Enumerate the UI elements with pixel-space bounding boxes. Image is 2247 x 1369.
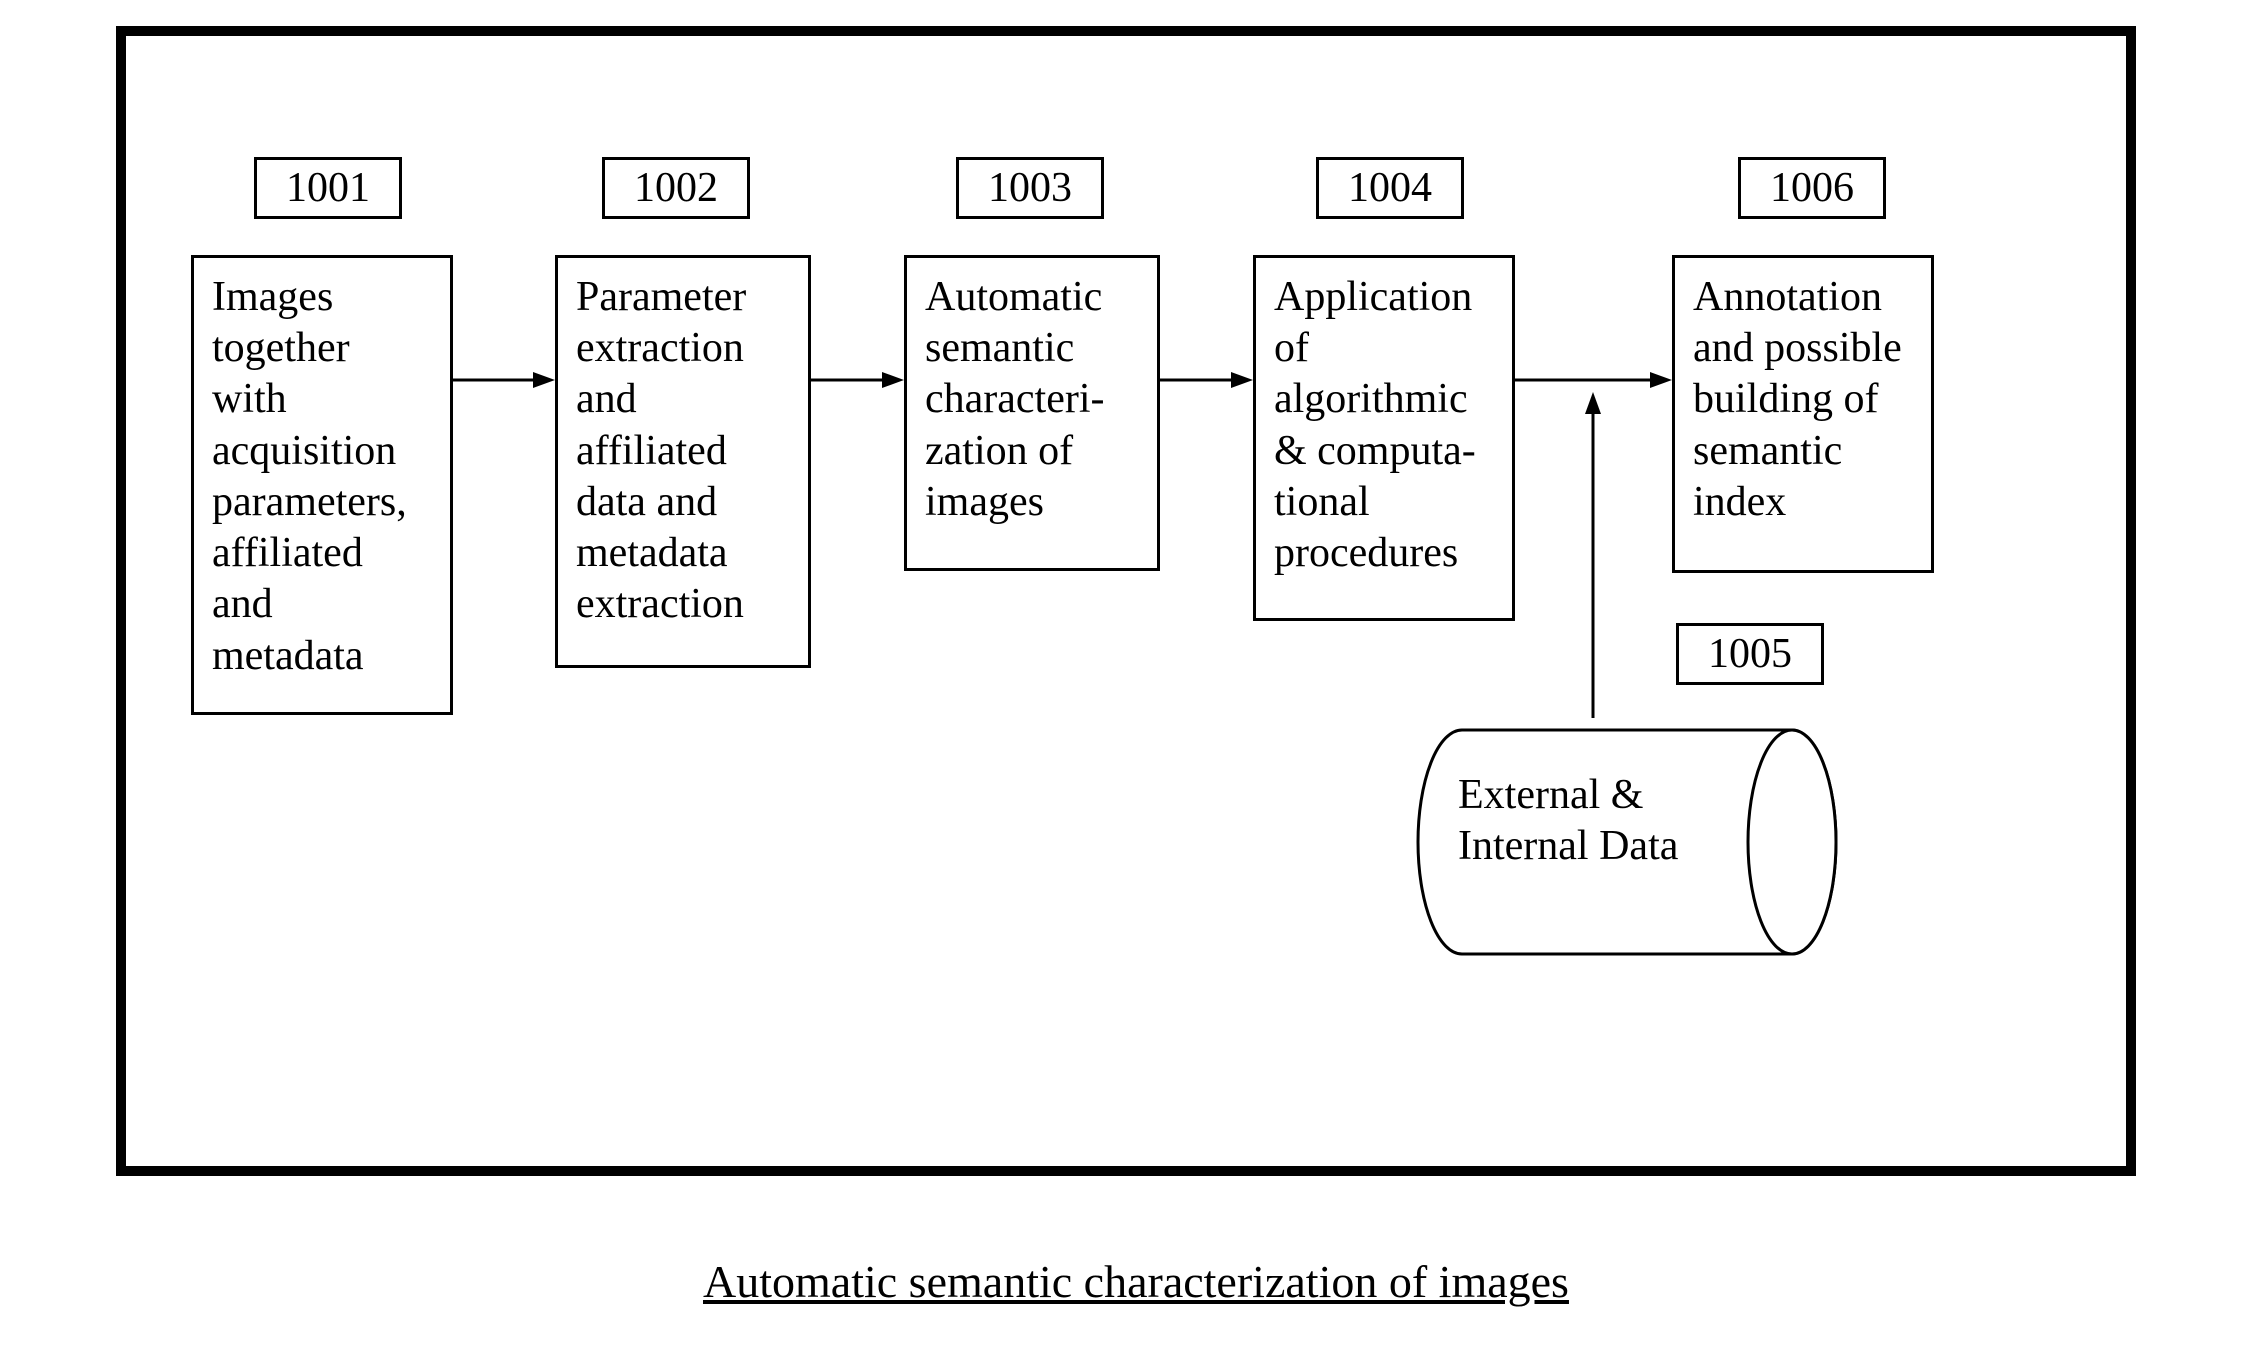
ref-label-text: 1006 [1770,164,1854,212]
ref-label-text: 1002 [634,164,718,212]
ref-label-text: 1003 [988,164,1072,212]
caption-text: Automatic semantic characterization of i… [703,1256,1569,1307]
node-text: Automatic semantic characteri-zation of … [925,274,1105,525]
node-text: External & Internal Data [1458,772,1678,869]
node-text: Annotation and possible building of sema… [1693,274,1902,525]
ref-label-1001: 1001 [254,157,402,219]
diagram-caption: Automatic semantic characterization of i… [703,1255,1569,1308]
node-text: Parameter extraction and affiliated data… [576,274,746,627]
node-text: Images together with acquisition paramet… [212,274,407,679]
ref-label-text: 1001 [286,164,370,212]
ref-label-1003: 1003 [956,157,1104,219]
node-1002: Parameter extraction and affiliated data… [555,255,811,668]
ref-label-text: 1004 [1348,164,1432,212]
ref-label-1006: 1006 [1738,157,1886,219]
ref-label-text: 1005 [1708,630,1792,678]
diagram-canvas: 1001 1002 1003 1004 1006 1005 Images tog… [0,0,2247,1369]
ref-label-1002: 1002 [602,157,750,219]
ref-label-1004: 1004 [1316,157,1464,219]
node-text: Application of algorithmic & computa-tio… [1274,274,1476,576]
node-1006: Annotation and possible building of sema… [1672,255,1934,573]
node-1003: Automatic semantic characteri-zation of … [904,255,1160,571]
node-1005-label: External & Internal Data [1458,770,1758,872]
node-1001: Images together with acquisition paramet… [191,255,453,715]
ref-label-1005: 1005 [1676,623,1824,685]
node-1004: Application of algorithmic & computa-tio… [1253,255,1515,621]
